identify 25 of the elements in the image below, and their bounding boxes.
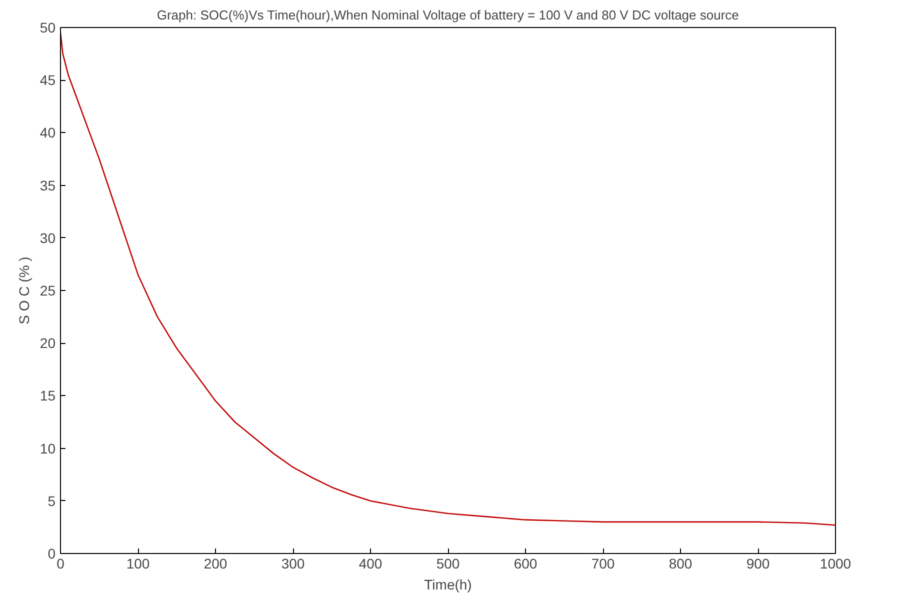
y-tick-label: 5 <box>48 492 56 509</box>
x-tick-label: 200 <box>204 556 228 572</box>
x-tick-label: 700 <box>591 556 615 572</box>
y-tick-label: 40 <box>40 124 56 141</box>
y-tick-label: 30 <box>40 230 56 246</box>
x-axis-title: Time(h) <box>424 576 472 592</box>
x-tick-label: 400 <box>358 556 382 572</box>
x-tick-label: 900 <box>746 556 770 572</box>
y-tick-label: 10 <box>40 440 56 456</box>
y-tick-label: 35 <box>40 177 56 194</box>
y-tick-label: 15 <box>40 388 56 404</box>
line-series <box>60 32 836 526</box>
y-tick-label: 20 <box>40 335 56 352</box>
y-tick-label: 50 <box>40 20 56 36</box>
x-tick-label: 300 <box>281 556 305 572</box>
x-tick-label: 500 <box>436 556 460 572</box>
y-tick-label: 0 <box>48 546 56 562</box>
x-tick-label: 800 <box>668 556 692 572</box>
x-tick-label: 100 <box>126 556 150 572</box>
y-tick-label: 25 <box>40 282 56 298</box>
y-tick-label: 45 <box>40 72 56 88</box>
x-tick-label: 600 <box>514 556 538 572</box>
x-tick-label: 1000 <box>820 556 852 572</box>
chart-title: Graph: SOC(%)Vs Time(hour),When Nominal Voltage of battery = 100 V and 80 V DC voltage source <box>156 8 739 22</box>
y-axis-title: S O C (% ) <box>16 256 32 324</box>
